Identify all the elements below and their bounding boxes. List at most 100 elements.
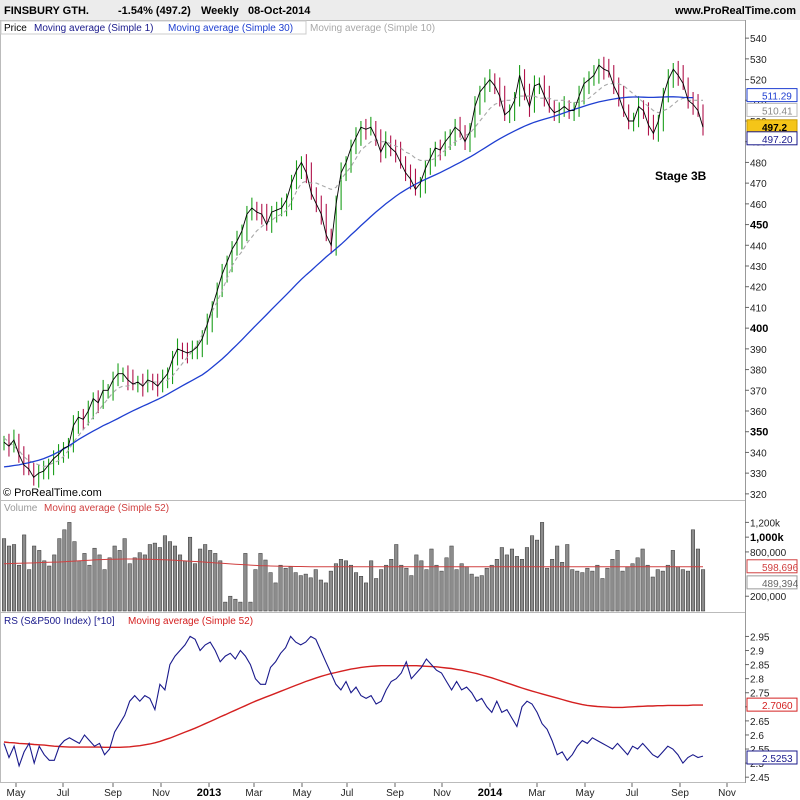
volume-bar [580,572,585,612]
volume-bar [519,559,524,612]
volume-bar [499,547,504,612]
volume-bar [369,560,374,612]
volume-bar [595,564,600,612]
volume-bar [142,554,147,612]
volume-bar [675,566,680,612]
volume-bar [414,554,419,612]
volume-bar [655,569,660,612]
volume-ma-line [3,558,703,568]
volume-bar [524,547,529,612]
x-tick-label: Jul [626,788,639,799]
volume-bar [52,554,57,612]
volume-bar [308,577,313,612]
price-tick-label: 480 [750,158,767,169]
ma30-line [3,96,694,468]
volume-bar [27,569,32,612]
price-tick-label: 360 [750,407,767,418]
volume-bar [213,553,218,612]
volume-bar [359,576,364,612]
volume-bar [198,548,203,612]
volume-bar [258,553,263,612]
volume-bar [670,550,675,612]
volume-bar [243,553,248,612]
volume-bar [449,545,454,612]
volume-bar [665,564,670,612]
volume-bar [444,557,449,612]
volume-bar [469,573,474,612]
price-tick-label: 520 [750,76,767,87]
volume-bar [615,550,620,612]
volume-bar [102,569,107,612]
rs-tick-label: 2.5 [750,759,764,770]
y-axis-ticks: 320 330 340 350 360 370 380 390 400 410 420 430 440 4… [745,34,787,784]
rs-tick-label: 2.8 [750,675,764,686]
volume-bar [7,545,12,612]
x-tick-label: Sep [104,788,122,799]
volume-bar [399,564,404,612]
legend-volume-ma: Moving average (Simple 52) [44,503,169,514]
badge-price-ma30-box [746,88,798,103]
volume-bar [293,572,298,612]
volume-bar [62,529,67,612]
volume-bar [585,567,590,612]
x-tick-label: 2013 [197,787,221,799]
price-panel-frame [0,20,746,501]
price-tick-label: 340 [750,448,767,459]
rs-tick-label: 2.85 [750,661,770,672]
legend-volume: Volume [4,503,38,514]
volume-bar [489,564,494,612]
price-tick-label: 410 [750,303,767,314]
volume-bar [514,556,519,612]
rs-plot [3,635,704,768]
site-url: www.ProRealTime.com [674,5,796,17]
volume-bar [77,560,82,612]
volume-bar [645,564,650,612]
legend-ma30: Moving average (Simple 30) [168,23,293,34]
volume-bar [394,544,399,612]
x-tick-label: May [7,788,26,799]
volume-bar [82,553,87,612]
volume-bar [464,566,469,612]
volume-bar [122,538,127,612]
volume-bar [494,559,499,612]
badge-rs-last-box [746,750,798,765]
price-tick-label: 320 [750,490,767,501]
badge-price-ma1-box [746,131,798,146]
volume-bar [605,567,610,612]
rs-line [3,635,704,768]
volume-bar [208,550,213,612]
x-tick-label: Sep [671,788,689,799]
rs-tick-label: 2.45 [750,773,770,784]
volume-bar [640,548,645,612]
x-tick-label: Nov [152,788,170,799]
volume-bar [132,557,137,612]
volume-bar [17,564,22,612]
price-tick-label: 460 [750,200,767,211]
x-tick-label: Jul [341,788,354,799]
volume-bar [223,601,228,612]
rs-tick-label: 2.6 [750,731,764,742]
volume-bar [313,569,318,612]
volume-bar [127,563,132,612]
volume-bar [318,579,323,612]
volume-bar [620,570,625,612]
volume-bar [535,539,540,612]
volume-bar [333,563,338,612]
price-tick-label: 420 [750,283,767,294]
volume-bar [32,545,37,612]
volume-bar [424,569,429,612]
legend-ma10: Moving average (Simple 10) [310,23,435,34]
volume-bar [298,575,303,612]
volume-tick-label: 200,000 [750,592,787,603]
badge-volume-ma: 598,696 [762,563,799,574]
volume-bar [178,554,183,612]
symbol-title: FINSBURY GTH. [4,5,89,17]
price-tick-label: 400 [750,323,768,335]
volume-bar [228,595,233,612]
volume-bar [2,538,7,612]
volume-bar [253,569,258,612]
volume-bar [404,567,409,612]
volume-bar [188,536,193,612]
price-tick-label: 350 [750,427,768,439]
volume-bar [570,569,575,612]
